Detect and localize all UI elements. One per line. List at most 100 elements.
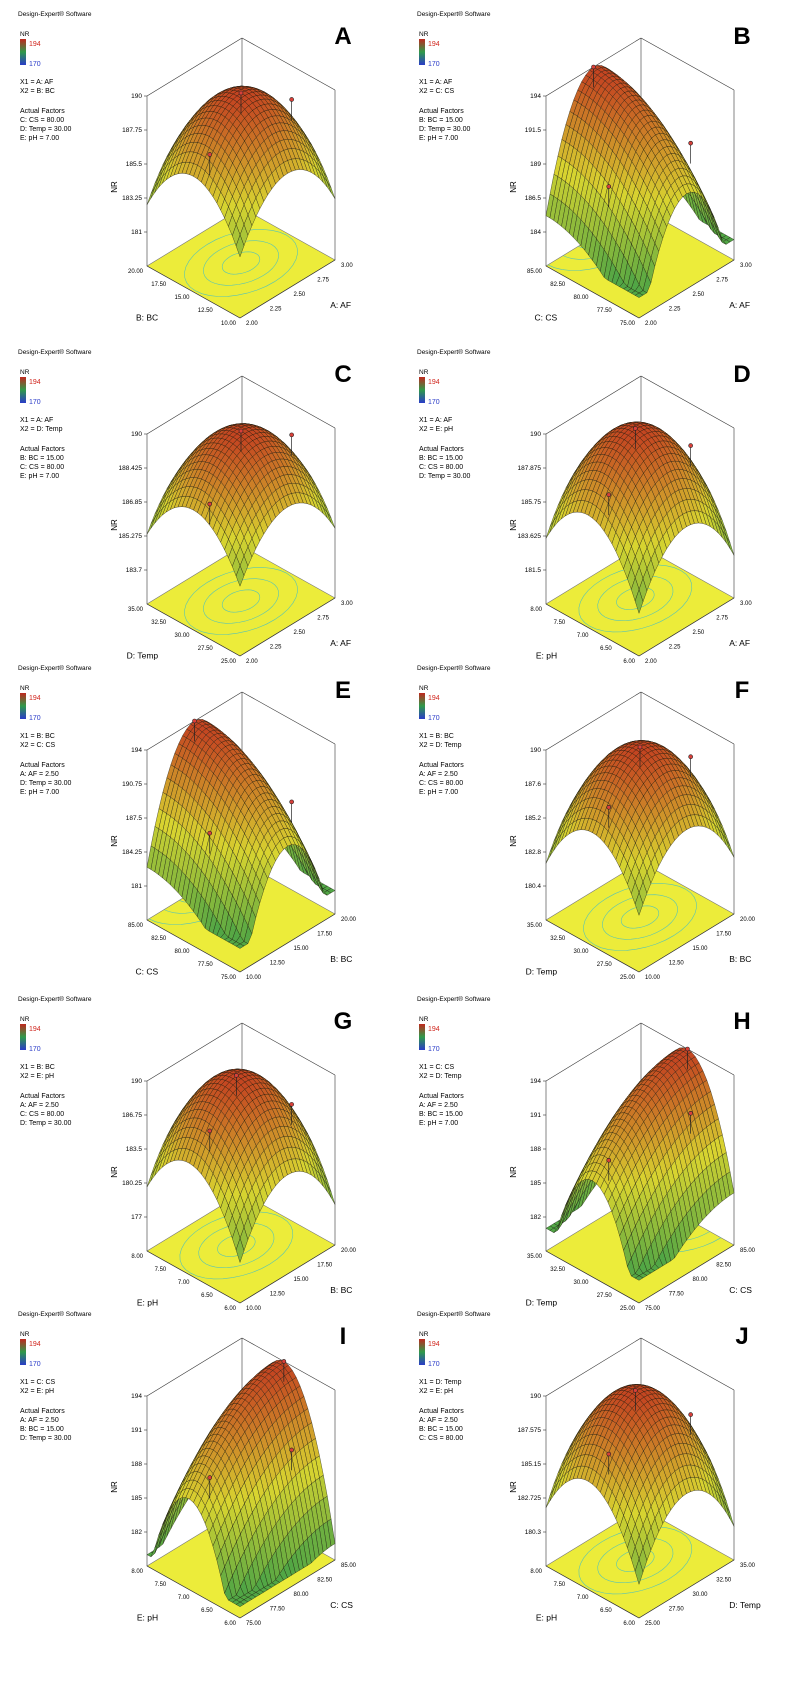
surface-cell	[634, 588, 644, 614]
axis-edge	[239, 1244, 336, 1304]
panel-letter: C	[334, 361, 351, 388]
legend-color-bar	[419, 1024, 425, 1050]
x-tick-label: 10.00	[246, 975, 262, 981]
z-tick-label: 185.275	[119, 533, 143, 540]
axis-edge	[638, 597, 735, 657]
y-tick-label: 7.00	[178, 1280, 190, 1286]
y-axis-label: C: CS	[135, 967, 158, 977]
box-edge	[545, 375, 642, 435]
surface-cell	[235, 565, 245, 587]
y-tick-label: 82.50	[151, 936, 167, 942]
legend-color-bar	[20, 39, 26, 65]
z-axis-label: NR	[509, 835, 518, 847]
x-tick-label: 2.50	[693, 292, 705, 298]
surface-cell	[545, 520, 554, 539]
design-point	[289, 1102, 294, 1107]
design-point	[207, 830, 213, 836]
z-tick-label: 182.8	[525, 849, 542, 856]
software-label: Design-Expert® Software	[417, 10, 491, 18]
response-surface	[146, 1068, 336, 1264]
actual-factors-heading: Actual Factors	[20, 762, 65, 769]
x1-definition: X1 = B: BC	[419, 733, 454, 740]
z-tick-label: 183.625	[518, 533, 542, 540]
x-tick-label: 2.00	[645, 659, 657, 665]
box-edge	[545, 691, 642, 751]
legend-color-bar	[419, 377, 425, 403]
x-axis-label: A: AF	[330, 638, 351, 648]
z-tick-label: 177	[131, 1214, 142, 1221]
y-tick-label: 7.50	[554, 620, 566, 626]
x-tick-label: 2.25	[669, 645, 681, 651]
x-tick-label: 2.75	[716, 278, 728, 284]
legend-color-bar	[20, 377, 26, 403]
software-label: Design-Expert® Software	[417, 664, 491, 672]
y-axis-label: D: Temp	[526, 967, 558, 977]
axis-edge	[146, 919, 241, 973]
x-tick-label: 20.00	[341, 1248, 357, 1254]
actual-factor: A: AF = 2.50	[419, 1102, 458, 1109]
z-tick-label: 181.5	[525, 567, 542, 574]
legend-min-value: 170	[29, 715, 41, 722]
z-axis-label: NR	[509, 181, 518, 193]
legend-max-value: 194	[29, 379, 41, 386]
x1-definition: X1 = A: AF	[20, 79, 53, 86]
legend-min-value: 170	[29, 61, 41, 68]
x-tick-label: 2.00	[645, 321, 657, 327]
z-tick-label: 189	[530, 161, 541, 168]
x2-definition: X2 = D: Temp	[419, 1073, 462, 1080]
z-axis-label: NR	[509, 519, 518, 531]
x-tick-label: 10.00	[246, 1306, 262, 1312]
z-tick-label: 180.25	[122, 1180, 142, 1187]
legend-response-name: NR	[419, 31, 429, 38]
x-tick-label: 2.75	[716, 616, 728, 622]
actual-factor: B: BC = 15.00	[419, 117, 463, 124]
design-point	[637, 744, 643, 750]
x-tick-label: 12.50	[270, 1292, 286, 1298]
actual-factors-heading: Actual Factors	[20, 1093, 65, 1100]
actual-factors-heading: Actual Factors	[20, 108, 65, 115]
y-tick-label: 82.50	[550, 282, 566, 288]
axis-edge	[146, 265, 241, 319]
axis-edge	[638, 913, 735, 973]
y-tick-label: 20.00	[128, 269, 144, 275]
y-tick-label: 30.00	[174, 633, 190, 639]
design-point	[289, 97, 294, 102]
legend-max-value: 194	[428, 41, 440, 48]
x-tick-label: 12.50	[270, 961, 286, 967]
y-tick-label: 6.00	[623, 659, 635, 665]
panel-letter: A	[334, 23, 351, 50]
response-surface	[146, 423, 336, 587]
box-edge	[640, 37, 735, 91]
z-tick-label: 184	[530, 229, 541, 236]
design-point	[207, 152, 213, 157]
actual-factor: C: CS = 80.00	[20, 1111, 64, 1118]
y-tick-label: 7.00	[577, 633, 589, 639]
legend-min-value: 170	[428, 61, 440, 68]
z-tick-label: 190	[530, 431, 541, 438]
y-tick-label: 75.00	[221, 975, 237, 981]
panel-letter: E	[335, 677, 351, 704]
x1-definition: X1 = B: BC	[20, 733, 55, 740]
axis-edge	[545, 265, 640, 319]
x1-definition: X1 = C: CS	[419, 1064, 455, 1071]
x1-definition: X1 = A: AF	[419, 79, 452, 86]
y-tick-label: 27.50	[198, 646, 214, 652]
x-tick-label: 15.00	[294, 946, 310, 952]
response-surface	[545, 421, 735, 614]
z-tick-label: 194	[530, 93, 541, 100]
x-tick-label: 3.00	[341, 263, 353, 269]
surface-cell	[327, 1184, 336, 1205]
x1-definition: X1 = A: AF	[419, 417, 452, 424]
z-tick-label: 180.4	[525, 883, 542, 890]
axis-edge	[146, 603, 241, 657]
x-tick-label: 2.50	[294, 292, 306, 298]
z-tick-label: 186.5	[525, 195, 542, 202]
z-tick-label: 194	[131, 747, 142, 754]
legend-response-name: NR	[20, 1016, 30, 1023]
response-surface	[146, 85, 336, 258]
actual-factor: C: CS = 80.00	[419, 464, 463, 471]
x-tick-label: 2.50	[693, 630, 705, 636]
z-tick-label: 190	[131, 431, 142, 438]
